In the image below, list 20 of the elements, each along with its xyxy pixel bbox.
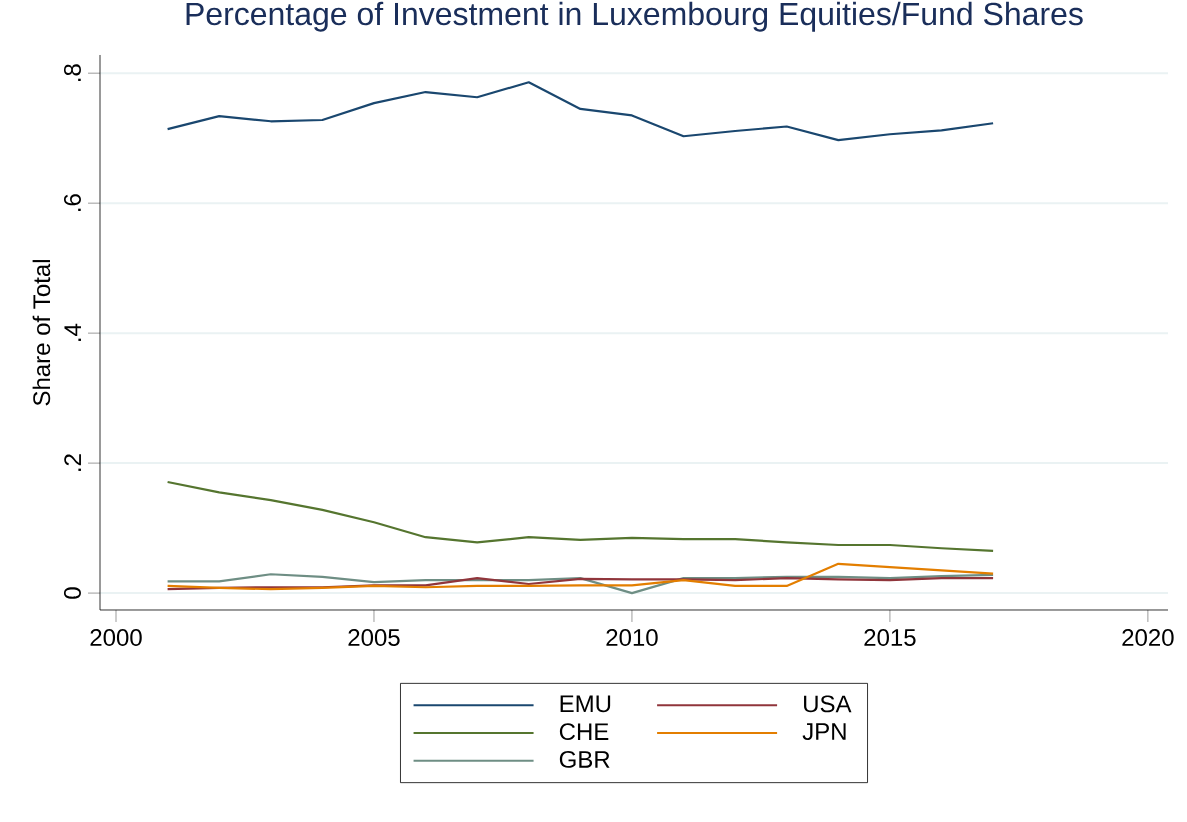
x-tick-label: 2010 <box>606 629 658 647</box>
chart-title: Percentage of Investment in Luxembourg Equities/Fund Shares <box>186 1 1083 32</box>
legend-label: EMU <box>560 695 611 713</box>
legend-label: USA <box>804 695 852 713</box>
legend-label: CHE <box>559 723 609 741</box>
line-series <box>166 81 995 142</box>
legend-label: JPN <box>802 723 846 740</box>
x-tick-label: 2020 <box>1122 629 1174 647</box>
y-tick-label: .6 <box>63 194 81 211</box>
y-tick-label: .8 <box>63 64 81 81</box>
line-series <box>166 562 995 591</box>
y-axis-title: Share of Total <box>32 260 51 406</box>
y-tick-label: .2 <box>64 454 81 471</box>
x-tick-label: 2000 <box>90 629 142 647</box>
y-tick-label: .4 <box>64 323 81 341</box>
x-tick-label: 2005 <box>348 629 400 647</box>
legend-label: GBR <box>559 750 610 768</box>
y-tick-label: 0 <box>63 587 81 599</box>
line-series <box>166 480 995 552</box>
x-tick-label: 2015 <box>864 629 916 647</box>
